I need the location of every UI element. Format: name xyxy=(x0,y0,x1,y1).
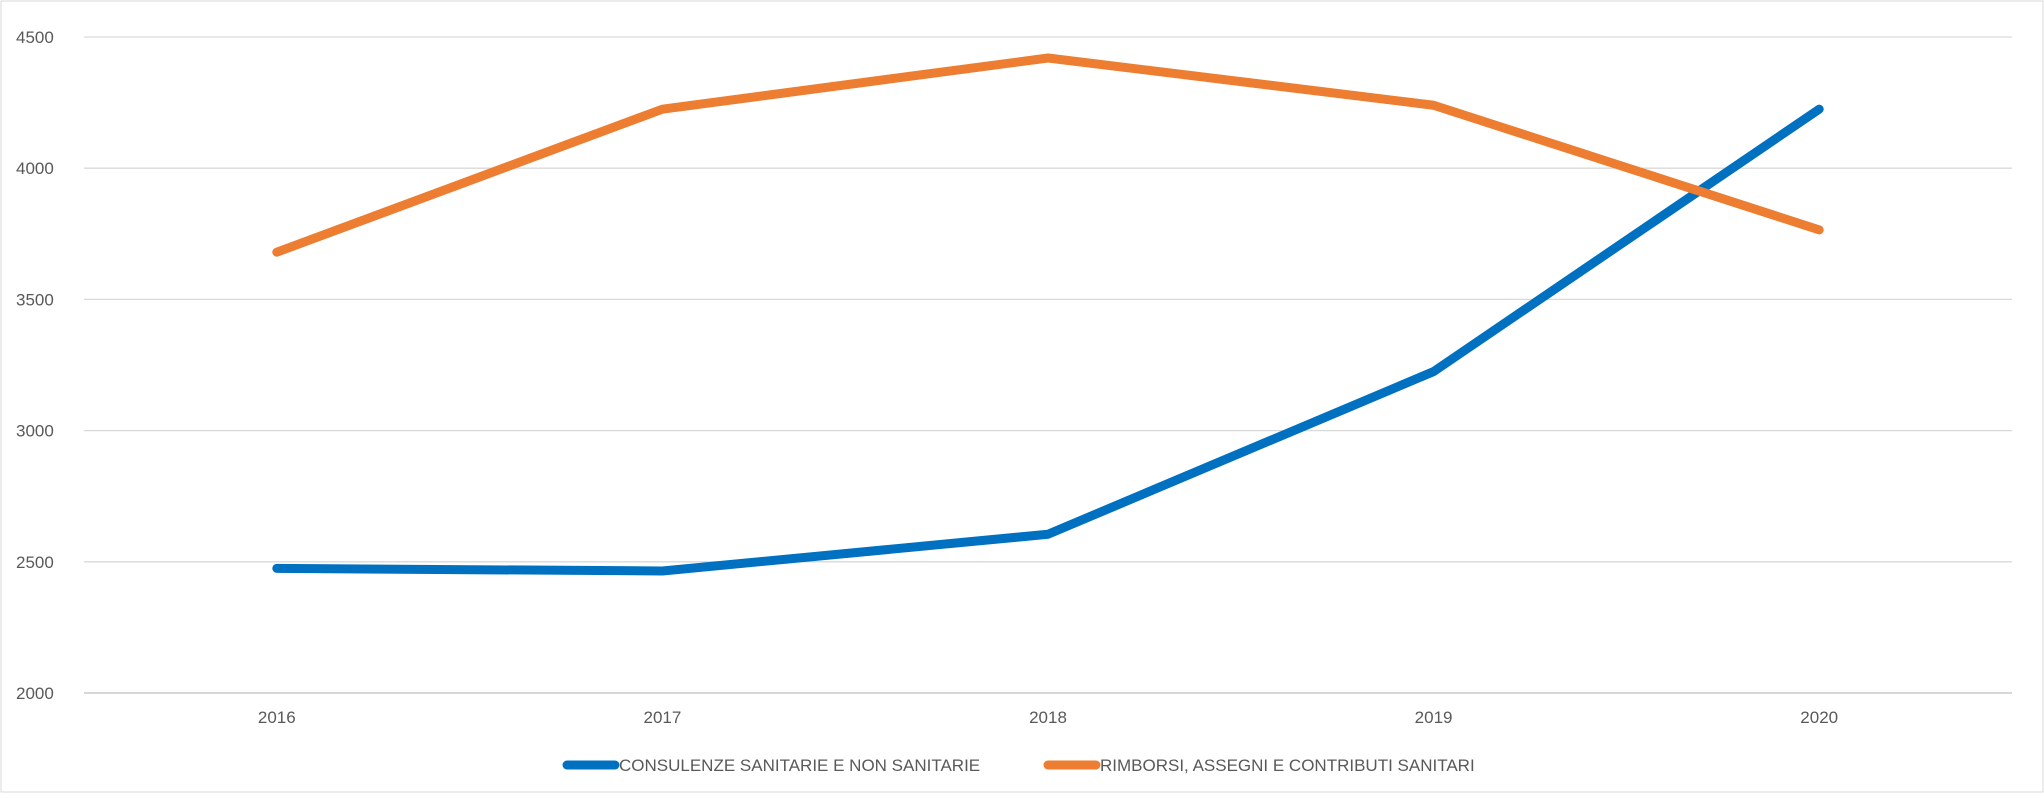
data-point xyxy=(662,570,663,571)
data-point xyxy=(1433,371,1434,372)
y-tick-label: 4000 xyxy=(16,159,54,178)
data-point xyxy=(1048,57,1049,58)
data-point xyxy=(1433,105,1434,106)
x-tick-label: 2020 xyxy=(1800,708,1838,727)
x-tick-label: 2019 xyxy=(1415,708,1453,727)
data-point xyxy=(662,109,663,110)
data-point xyxy=(1819,229,1820,230)
x-tick-label: 2017 xyxy=(643,708,681,727)
y-tick-label: 2500 xyxy=(16,553,54,572)
y-tick-label: 2000 xyxy=(16,684,54,703)
legend-label: CONSULENZE SANITARIE E NON SANITARIE xyxy=(619,756,980,775)
x-tick-label: 2018 xyxy=(1029,708,1067,727)
y-tick-label: 3000 xyxy=(16,422,54,441)
data-point xyxy=(1819,109,1820,110)
y-tick-label: 3500 xyxy=(16,290,54,309)
data-point xyxy=(1048,534,1049,535)
x-tick-label: 2016 xyxy=(258,708,296,727)
legend-label: RIMBORSI, ASSEGNI E CONTRIBUTI SANITARI xyxy=(1100,756,1475,775)
y-tick-label: 4500 xyxy=(16,28,54,47)
data-point xyxy=(276,568,277,569)
data-point xyxy=(276,252,277,253)
